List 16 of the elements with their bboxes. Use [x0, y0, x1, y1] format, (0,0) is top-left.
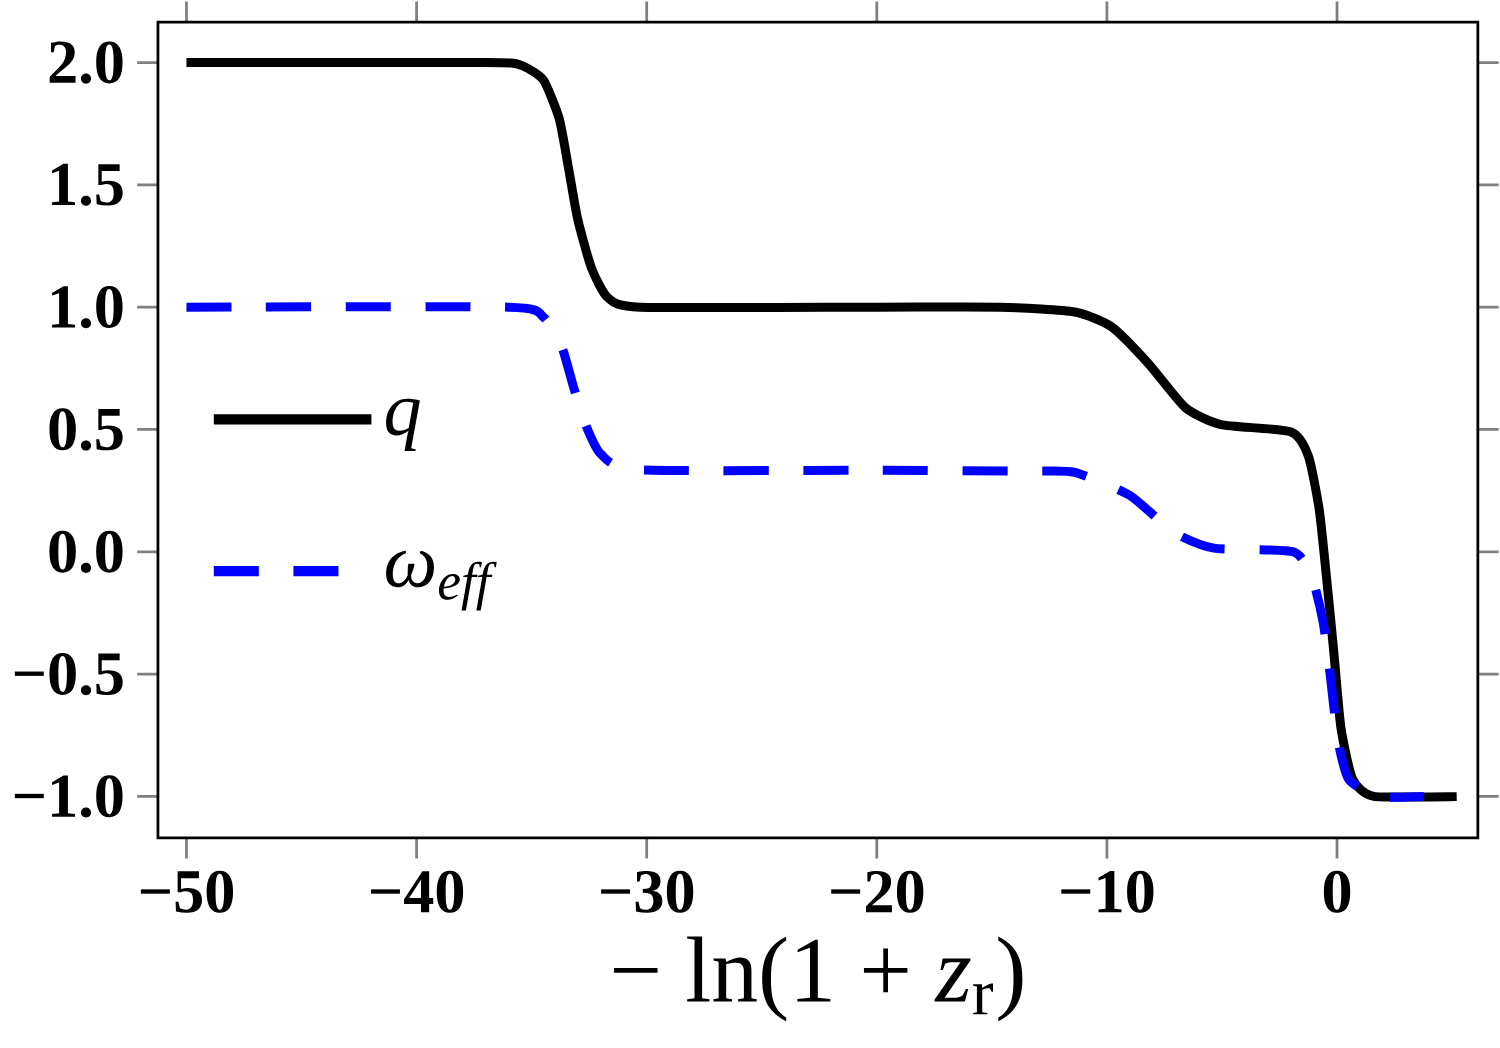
y-tick-label: 0.5	[49, 408, 123, 451]
x-tick-label: −10	[1061, 871, 1154, 914]
x-tick-label: −30	[601, 871, 694, 914]
x-tick-label: 0	[1323, 871, 1351, 914]
y-tick-label: 1.5	[52, 164, 123, 207]
x-tick-label: −50	[140, 871, 234, 914]
y-tick-label: 0.0	[49, 530, 123, 574]
y-tick-label: 1.0	[52, 286, 123, 329]
y-tick-label: −1.0	[14, 775, 123, 818]
x-tick-label: −40	[370, 871, 464, 914]
legend-label: q	[386, 399, 420, 452]
x-axis-title: − ln(1 + z$_{r}$)	[614, 936, 1023, 1022]
legend-label: ω$_{eff}$	[386, 550, 497, 611]
y-tick-label: −0.5	[14, 653, 123, 696]
x-tick-label: −20	[831, 871, 924, 914]
y-tick-label: 2.0	[49, 41, 123, 84]
